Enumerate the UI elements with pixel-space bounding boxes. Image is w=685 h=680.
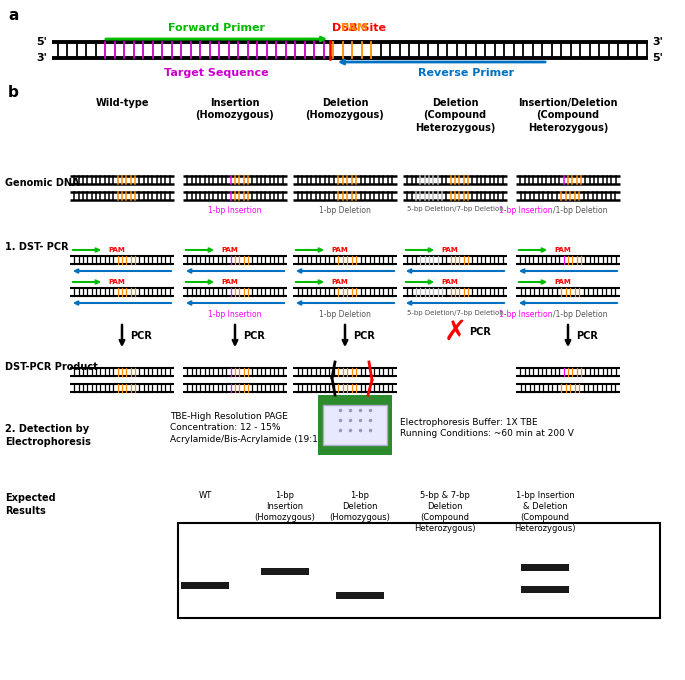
Text: PAM: PAM — [221, 279, 238, 285]
Text: Genomic DNA: Genomic DNA — [5, 178, 79, 188]
Text: ✗: ✗ — [443, 318, 466, 346]
Text: 5': 5' — [652, 53, 663, 63]
Text: PCR: PCR — [243, 331, 265, 341]
Bar — [178, 523, 660, 618]
Text: Deletion
(Compound
Heterozygous): Deletion (Compound Heterozygous) — [415, 98, 495, 133]
Text: PAM: PAM — [331, 247, 348, 253]
Text: 1-bp Insertion: 1-bp Insertion — [208, 310, 262, 319]
Text: PCR: PCR — [469, 327, 491, 337]
Bar — [521, 585, 569, 592]
Text: 1-bp Insertion: 1-bp Insertion — [499, 206, 553, 215]
Text: DST-PCR Product: DST-PCR Product — [5, 362, 98, 372]
Bar — [521, 564, 569, 571]
Text: PAM: PAM — [554, 247, 571, 253]
Text: PCR: PCR — [353, 331, 375, 341]
Text: PAM: PAM — [554, 279, 571, 285]
Text: PAM: PAM — [108, 247, 125, 253]
Text: 3': 3' — [652, 37, 663, 47]
Text: PAM: PAM — [441, 247, 458, 253]
Text: 5-bp Deletion/7-bp Deletion: 5-bp Deletion/7-bp Deletion — [407, 310, 503, 316]
Bar — [336, 592, 384, 598]
Text: 1-bp Insertion: 1-bp Insertion — [208, 206, 262, 215]
Text: Electrophoresis Buffer: 1X TBE
Running Conditions: ~60 min at 200 V: Electrophoresis Buffer: 1X TBE Running C… — [400, 418, 574, 439]
Text: 2. Detection by
Electrophoresis: 2. Detection by Electrophoresis — [5, 424, 91, 447]
Text: /1-bp Deletion: /1-bp Deletion — [553, 206, 608, 215]
Text: 5': 5' — [36, 37, 47, 47]
Text: WT: WT — [199, 491, 212, 500]
Text: a: a — [8, 8, 18, 23]
Text: 1-bp Insertion
& Deletion
(Compound
Heterozygous): 1-bp Insertion & Deletion (Compound Hete… — [514, 491, 576, 533]
Bar — [181, 581, 229, 588]
Text: 1-bp Deletion: 1-bp Deletion — [319, 310, 371, 319]
Text: DSB Site: DSB Site — [332, 23, 386, 33]
Text: TBE-High Resolution PAGE
Concentration: 12 - 15%
Acrylamide/Bis-Acrylamide (19:1: TBE-High Resolution PAGE Concentration: … — [170, 411, 321, 444]
Text: Reverse Primer: Reverse Primer — [419, 68, 514, 78]
Text: Forward Primer: Forward Primer — [168, 23, 265, 33]
Text: PAM: PAM — [331, 279, 348, 285]
Text: PAM: PAM — [441, 279, 458, 285]
Text: PAM: PAM — [221, 247, 238, 253]
Text: 1-bp Insertion: 1-bp Insertion — [499, 310, 553, 319]
Text: 3': 3' — [36, 53, 47, 63]
Text: Expected
Results: Expected Results — [5, 493, 55, 516]
Text: 5-bp & 7-bp
Deletion
(Compound
Heterozygous): 5-bp & 7-bp Deletion (Compound Heterozyg… — [414, 491, 476, 533]
Text: PAM: PAM — [340, 23, 367, 33]
Text: Deletion
(Homozygous): Deletion (Homozygous) — [306, 98, 384, 120]
Text: PCR: PCR — [576, 331, 598, 341]
Bar — [261, 568, 309, 575]
Text: 1-bp Deletion: 1-bp Deletion — [319, 206, 371, 215]
Text: /1-bp Deletion: /1-bp Deletion — [553, 310, 608, 319]
Text: PCR: PCR — [130, 331, 152, 341]
Text: 5-bp Deletion/7-bp Deletion: 5-bp Deletion/7-bp Deletion — [407, 206, 503, 212]
Text: 1-bp
Deletion
(Homozygous): 1-bp Deletion (Homozygous) — [329, 491, 390, 522]
Text: 1. DST- PCR: 1. DST- PCR — [5, 242, 68, 252]
Text: PAM: PAM — [108, 279, 125, 285]
Text: 1-bp
Insertion
(Homozygous): 1-bp Insertion (Homozygous) — [255, 491, 315, 522]
Text: Insertion
(Homozygous): Insertion (Homozygous) — [196, 98, 275, 120]
Text: Wild-type: Wild-type — [95, 98, 149, 108]
Text: Insertion/Deletion
(Compound
Heterozygous): Insertion/Deletion (Compound Heterozygou… — [519, 98, 618, 133]
Text: b: b — [8, 85, 19, 100]
Bar — [318, 395, 392, 455]
Text: Target Sequence: Target Sequence — [164, 68, 269, 78]
Bar — [323, 405, 387, 445]
